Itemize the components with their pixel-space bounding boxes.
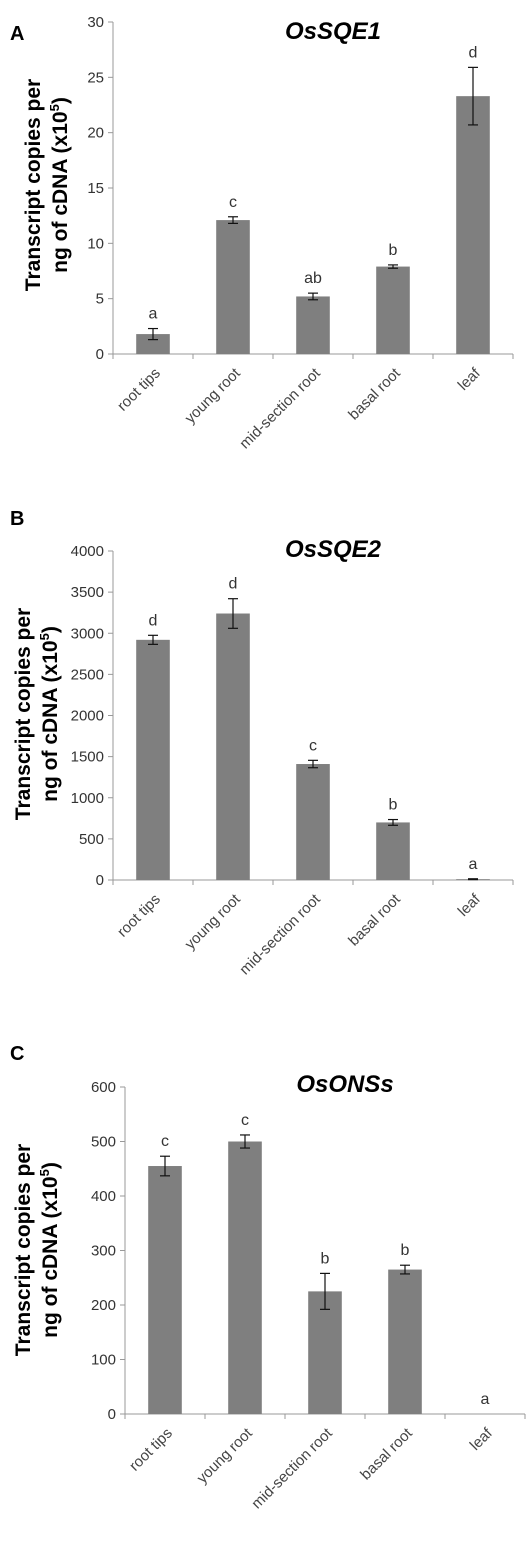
- y-tick-label: 500: [79, 831, 104, 848]
- significance-label: c: [241, 1112, 249, 1129]
- y-tick-label: 15: [87, 180, 104, 197]
- significance-label: a: [469, 856, 478, 873]
- significance-label: d: [229, 576, 238, 593]
- chart-panel-b: B OsSQE2 0 500 1000 1500 2000 2500 3000 3500 4000 T…: [10, 508, 514, 978]
- x-tick-label: leaf: [455, 364, 485, 394]
- y-tick-label: 0: [96, 872, 104, 889]
- x-tick-label: root tips: [114, 365, 164, 415]
- y-tick-label: 100: [91, 1352, 116, 1369]
- bar: [376, 266, 410, 354]
- chart-panel-a: A OsSQE1 0 5 10 15 20 25 30 Transcript copies per…: [10, 14, 514, 452]
- significance-label: a: [481, 1391, 490, 1408]
- x-tick-label: leaf: [455, 890, 485, 920]
- significance-label: a: [149, 306, 158, 323]
- x-tick-label: root tips: [114, 891, 164, 941]
- y-tick-label: 4000: [71, 543, 104, 560]
- y-tick-label: 0: [108, 1406, 116, 1423]
- bar: [136, 639, 170, 880]
- y-tick-label: 1500: [71, 749, 104, 766]
- significance-label: b: [401, 1242, 410, 1259]
- significance-label: b: [389, 797, 398, 814]
- x-tick-label: young root: [182, 364, 245, 427]
- y-tick-label: 2000: [71, 708, 104, 725]
- bar: [388, 1269, 422, 1414]
- y-tick-label: 3500: [71, 584, 104, 601]
- chart-panel-c: C OsONSs 0 100 200 300 400 500 600 Transcript cop…: [10, 1043, 526, 1512]
- significance-label: b: [389, 242, 398, 259]
- bar: [216, 613, 250, 880]
- bar: [376, 822, 410, 880]
- chart-title: OsONSs: [296, 1071, 393, 1098]
- y-tick-label: 20: [87, 125, 104, 142]
- bar: [148, 1166, 182, 1414]
- significance-label: b: [321, 1250, 330, 1267]
- x-tick-label: mid-section root: [236, 364, 324, 452]
- y-axis-label: Transcript copies per ng of cDNA (x105): [12, 1144, 62, 1356]
- x-tick-label: basal root: [345, 364, 404, 423]
- bar: [216, 220, 250, 354]
- x-tick-label: basal root: [357, 1424, 416, 1483]
- significance-label: ab: [304, 270, 322, 287]
- x-tick-label: young root: [194, 1424, 257, 1487]
- x-tick-label: young root: [182, 890, 245, 953]
- significance-label: c: [229, 194, 237, 211]
- significance-label: c: [161, 1133, 169, 1150]
- panel-letter: A: [10, 23, 24, 45]
- y-tick-label: 200: [91, 1297, 116, 1314]
- y-tick-label: 0: [96, 346, 104, 363]
- bar: [296, 764, 330, 880]
- panel-letter: C: [10, 1043, 24, 1065]
- y-tick-label: 600: [91, 1079, 116, 1096]
- chart-title: OsSQE1: [285, 18, 381, 45]
- y-tick-label: 30: [87, 14, 104, 31]
- y-tick-label: 400: [91, 1188, 116, 1205]
- x-tick-label: mid-section root: [248, 1424, 336, 1512]
- x-tick-label: mid-section root: [236, 890, 324, 978]
- y-tick-label: 2500: [71, 666, 104, 683]
- x-tick-label: basal root: [345, 890, 404, 949]
- bar: [456, 96, 490, 354]
- significance-label: d: [149, 612, 158, 629]
- bar: [296, 296, 330, 354]
- x-tick-label: root tips: [126, 1425, 176, 1475]
- bar: [308, 1291, 342, 1414]
- bar: [136, 334, 170, 354]
- y-tick-label: 25: [87, 69, 104, 86]
- y-tick-label: 500: [91, 1134, 116, 1151]
- y-tick-label: 3000: [71, 625, 104, 642]
- significance-label: c: [309, 737, 317, 754]
- panel-letter: B: [10, 508, 24, 530]
- significance-label: d: [469, 44, 478, 61]
- x-tick-label: leaf: [467, 1424, 497, 1454]
- y-tick-label: 10: [87, 235, 104, 252]
- y-tick-label: 300: [91, 1243, 116, 1260]
- bar: [228, 1141, 262, 1414]
- chart-title: OsSQE2: [285, 536, 382, 563]
- y-axis-label: Transcript copies per ng of cDNA (x105): [12, 608, 62, 820]
- y-axis-label: Transcript copies per ng of cDNA (x105): [22, 79, 72, 291]
- y-tick-label: 5: [96, 291, 104, 308]
- y-tick-label: 1000: [71, 790, 104, 807]
